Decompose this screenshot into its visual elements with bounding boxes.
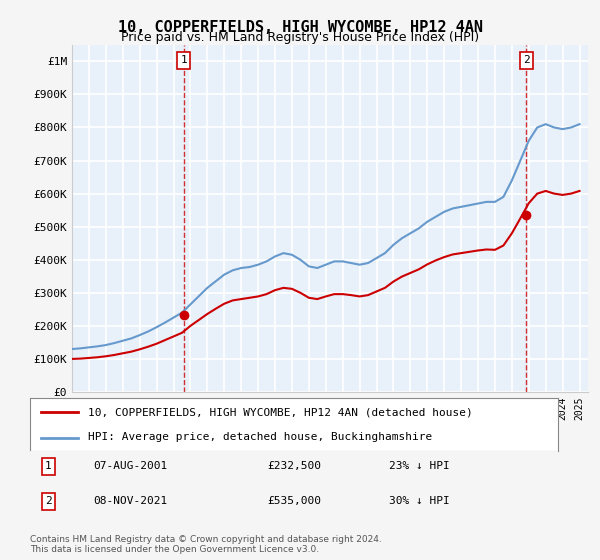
Text: £232,500: £232,500 (268, 461, 322, 471)
Text: 2: 2 (45, 496, 52, 506)
Text: 07-AUG-2001: 07-AUG-2001 (94, 461, 167, 471)
Text: 10, COPPERFIELDS, HIGH WYCOMBE, HP12 4AN: 10, COPPERFIELDS, HIGH WYCOMBE, HP12 4AN (118, 20, 482, 35)
Text: Price paid vs. HM Land Registry's House Price Index (HPI): Price paid vs. HM Land Registry's House … (121, 31, 479, 44)
Text: HPI: Average price, detached house, Buckinghamshire: HPI: Average price, detached house, Buck… (88, 432, 433, 442)
Text: Contains HM Land Registry data © Crown copyright and database right 2024.
This d: Contains HM Land Registry data © Crown c… (30, 535, 382, 554)
Text: 10, COPPERFIELDS, HIGH WYCOMBE, HP12 4AN (detached house): 10, COPPERFIELDS, HIGH WYCOMBE, HP12 4AN… (88, 408, 473, 418)
Text: £535,000: £535,000 (268, 496, 322, 506)
Text: 08-NOV-2021: 08-NOV-2021 (94, 496, 167, 506)
Text: 1: 1 (180, 55, 187, 65)
Text: 1: 1 (45, 461, 52, 471)
Text: 2: 2 (523, 55, 530, 65)
Text: 23% ↓ HPI: 23% ↓ HPI (389, 461, 450, 471)
Text: 30% ↓ HPI: 30% ↓ HPI (389, 496, 450, 506)
